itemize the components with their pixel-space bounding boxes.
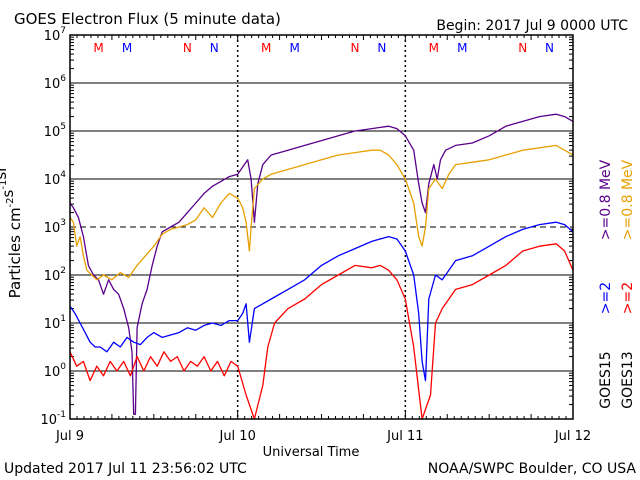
legend-entry: >=0.8 MeV: [620, 159, 636, 240]
marker-label: M: [429, 41, 439, 55]
legend-entry: GOES13: [620, 351, 636, 408]
legend-entry: >=2: [598, 282, 614, 314]
y-tick-label: 102: [44, 266, 66, 284]
begin-label: Begin: 2017 Jul 9 0000 UTC: [436, 18, 628, 34]
marker-label: N: [545, 41, 554, 55]
y-tick-label: 106: [44, 74, 67, 92]
series-line: [69, 221, 574, 382]
x-tick-label: Jul 11: [386, 429, 423, 444]
y-tick-label: 103: [44, 218, 66, 236]
x-axis-label: Universal Time: [263, 445, 360, 460]
legend-entry: GOES15: [598, 351, 614, 408]
x-tick-label: Jul 9: [55, 429, 84, 444]
y-axis-label: Particles cm-2s-1sr-1: [0, 156, 24, 299]
series-line: [69, 144, 574, 281]
marker-label: M: [122, 41, 132, 55]
marker-label: N: [351, 41, 360, 55]
plot-area: M M N N M M N N M M N N 10-1 100 101 102 103 104 105 106 107…: [0, 26, 636, 444]
footer-source: NOAA/SWPC Boulder, CO USA: [428, 461, 637, 477]
marker-label: N: [377, 41, 386, 55]
marker-label: N: [518, 41, 527, 55]
x-tick-label: Jul 12: [554, 429, 591, 444]
y-tick-label: 104: [44, 170, 67, 188]
series-line: [69, 113, 574, 415]
marker-label: M: [93, 41, 103, 55]
marker-label: M: [457, 41, 467, 55]
footer-updated: Updated 2017 Jul 11 23:56:02 UTC: [4, 461, 247, 477]
marker-label: N: [183, 41, 192, 55]
y-tick-label: 105: [44, 122, 66, 140]
legend-entry: >=0.8 MeV: [598, 159, 614, 240]
x-tick-label: Jul 10: [218, 429, 255, 444]
marker-label: N: [210, 41, 219, 55]
legend-entry: >=2: [620, 282, 636, 314]
y-tick-label: 100: [44, 362, 67, 380]
y-tick-label: 107: [44, 26, 66, 44]
marker-label: M: [261, 41, 271, 55]
plot-frame: [69, 34, 574, 420]
marker-label: M: [289, 41, 299, 55]
series-line: [69, 243, 574, 420]
y-tick-label: 10-1: [40, 410, 66, 428]
y-tick-label: 101: [44, 314, 66, 332]
chart-title: GOES Electron Flux (5 minute data): [14, 10, 281, 28]
